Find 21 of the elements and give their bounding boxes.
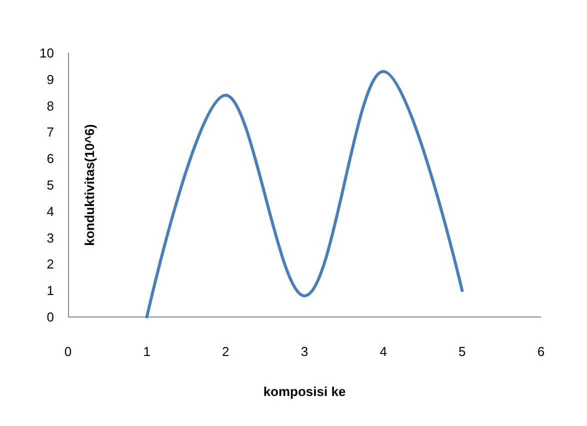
y-tick-label: 10 [40,46,54,60]
x-tick-label: 0 [64,344,72,359]
x-axis-title: komposisi ke [263,384,346,399]
y-tick-label: 6 [46,151,54,166]
y-axis-title: konduktivitas(10^6) [82,124,97,246]
x-tick-label: 4 [380,344,387,359]
y-tick-label: 0 [46,310,54,324]
y-tick-label: 4 [46,204,54,219]
y-tick-label: 9 [46,72,54,87]
x-tick-label: 2 [222,344,230,359]
y-tick-label: 3 [46,230,54,246]
x-tick-label: 5 [458,344,466,359]
x-tick-label: 3 [300,344,308,359]
line-series [145,70,464,318]
x-tick-label: 6 [537,344,545,359]
y-tick-label: 7 [46,124,54,140]
x-tick-label: 1 [143,344,150,359]
y-tick-label: 8 [46,98,54,114]
y-tick-label: 2 [46,256,54,272]
y-tick-label: 5 [46,178,54,192]
y-tick-label: 1 [46,283,54,298]
